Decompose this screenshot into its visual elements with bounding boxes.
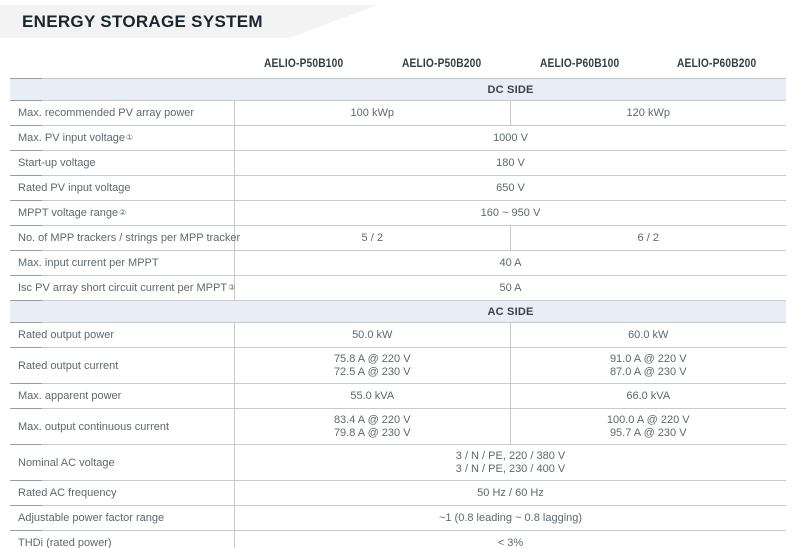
spec-row: MPPT voltage range ② 160 ~ 950 V bbox=[10, 200, 786, 225]
column-header-label: AELIO-P50B200 bbox=[401, 56, 482, 70]
value-cell: 100.0 A @ 220 V 95.7 A @ 230 V bbox=[511, 409, 787, 444]
row-label: Max. output continuous current bbox=[10, 409, 235, 444]
value-cell: 100 kWp bbox=[235, 101, 511, 125]
spec-table: AELIO-P50B100 AELIO-P50B200 AELIO-P60B100 A… bbox=[10, 38, 786, 548]
value-line: 100.0 A @ 220 V bbox=[606, 413, 690, 426]
value-cell: 40 A bbox=[235, 251, 786, 275]
value-cell: 91.0 A @ 220 V 87.0 A @ 230 V bbox=[511, 348, 787, 383]
value-cell: 83.4 A @ 220 V 79.8 A @ 230 V bbox=[235, 409, 511, 444]
spec-row: Max. recommended PV array power 100 kWp 12… bbox=[10, 100, 786, 125]
page-title: ENERGY STORAGE SYSTEM bbox=[22, 11, 263, 31]
value-line: 75.8 A @ 220 V bbox=[333, 352, 411, 365]
row-label: Rated PV input voltage bbox=[10, 176, 235, 200]
value-line: 55.0 kVA bbox=[350, 389, 395, 402]
column-header: AELIO-P50B100 bbox=[235, 56, 373, 70]
spec-row: Rated output current 75.8 A @ 220 V 72.5 A… bbox=[10, 347, 786, 383]
value-line: 91.0 A @ 220 V bbox=[609, 352, 687, 365]
row-label: Max. PV input voltage ① bbox=[10, 126, 235, 150]
column-header: AELIO-P50B200 bbox=[373, 56, 511, 70]
section-title: AC SIDE bbox=[487, 305, 534, 318]
value-cell: 1000 V bbox=[235, 126, 786, 150]
column-header-label: AELIO-P50B100 bbox=[264, 56, 344, 70]
value-line: 120 kWp bbox=[626, 106, 670, 119]
spec-row: No. of MPP trackers / strings per MPP tr… bbox=[10, 225, 786, 250]
row-label: MPPT voltage range ② bbox=[10, 201, 235, 225]
value-line: 5 / 2 bbox=[361, 231, 383, 244]
value-line: 87.0 A @ 230 V bbox=[609, 365, 687, 378]
value-cell: ~1 (0.8 leading ~ 0.8 lagging) bbox=[235, 506, 786, 530]
value-cell: 650 V bbox=[235, 176, 786, 200]
value-line: 50 A bbox=[499, 281, 522, 294]
column-header: AELIO-P60B100 bbox=[511, 56, 649, 70]
spec-row: Max. output continuous current 83.4 A @ 2… bbox=[10, 408, 786, 444]
spec-row: Rated AC frequency 50 Hz / 60 Hz bbox=[10, 480, 786, 505]
row-label: Rated output current bbox=[10, 348, 235, 383]
value-line: 50.0 kW bbox=[352, 328, 393, 341]
spec-row: Nominal AC voltage 3 / N / PE, 220 / 380 … bbox=[10, 444, 786, 480]
value-cell: 55.0 kVA bbox=[235, 384, 511, 408]
value-cell: 120 kWp bbox=[511, 101, 787, 125]
value-line: 650 V bbox=[496, 181, 525, 194]
value-cell: 5 / 2 bbox=[235, 226, 511, 250]
value-cell: < 3% bbox=[235, 531, 786, 548]
row-label: Start-up voltage bbox=[10, 151, 235, 175]
spec-row: Start-up voltage 180 V bbox=[10, 150, 786, 175]
value-line: 3 / N / PE, 230 / 400 V bbox=[455, 462, 566, 475]
value-cell: 6 / 2 bbox=[511, 226, 787, 250]
value-cell: 50 Hz / 60 Hz bbox=[235, 481, 786, 505]
row-label: Max. apparent power bbox=[10, 384, 235, 408]
value-cell: 50 A bbox=[235, 276, 786, 300]
value-line: ~1 (0.8 leading ~ 0.8 lagging) bbox=[438, 511, 583, 524]
value-line: 3 / N / PE, 220 / 380 V bbox=[455, 449, 566, 462]
value-line: 83.4 A @ 220 V bbox=[333, 413, 411, 426]
row-label: THDi (rated power) bbox=[10, 531, 235, 548]
row-label: Rated AC frequency bbox=[10, 481, 235, 505]
value-line: 60.0 kW bbox=[628, 328, 669, 341]
value-line: 100 kWp bbox=[350, 106, 394, 119]
value-line: 72.5 A @ 230 V bbox=[333, 365, 411, 378]
row-label: Max. recommended PV array power bbox=[10, 101, 235, 125]
row-label: Adjustable power factor range bbox=[10, 506, 235, 530]
spec-row: THDi (rated power) < 3% bbox=[10, 530, 786, 548]
value-line: 66.0 kVA bbox=[626, 389, 671, 402]
spec-row: Adjustable power factor range ~1 (0.8 lea… bbox=[10, 505, 786, 530]
value-line: 95.7 A @ 230 V bbox=[609, 426, 687, 439]
value-line: < 3% bbox=[497, 536, 524, 548]
spec-table-body: DC SIDE Max. recommended PV array power 10… bbox=[10, 78, 786, 548]
value-cell: 60.0 kW bbox=[511, 323, 787, 347]
spec-row: Rated PV input voltage 650 V bbox=[10, 175, 786, 200]
spec-row: Max. apparent power 55.0 kVA 66.0 kVA bbox=[10, 383, 786, 408]
value-line: 180 V bbox=[496, 156, 525, 169]
spec-row: Isc PV array short circuit current per M… bbox=[10, 275, 786, 300]
value-cell: 75.8 A @ 220 V 72.5 A @ 230 V bbox=[235, 348, 511, 383]
value-line: 79.8 A @ 230 V bbox=[333, 426, 411, 439]
spec-row: Max. input current per MPPT 40 A bbox=[10, 250, 786, 275]
row-label: No. of MPP trackers / strings per MPP tr… bbox=[10, 226, 240, 250]
row-label: Rated output power bbox=[10, 323, 235, 347]
value-line: 160 ~ 950 V bbox=[480, 206, 541, 219]
row-label: Nominal AC voltage bbox=[10, 445, 235, 480]
value-cell: 160 ~ 950 V bbox=[235, 201, 786, 225]
value-line: 50 Hz / 60 Hz bbox=[477, 486, 544, 499]
column-header-label: AELIO-P60B200 bbox=[677, 56, 757, 70]
spec-row: Max. PV input voltage ① 1000 V bbox=[10, 125, 786, 150]
row-label: Max. input current per MPPT bbox=[10, 251, 235, 275]
column-header: AELIO-P60B200 bbox=[648, 56, 786, 70]
product-column-headers: AELIO-P50B100 AELIO-P50B200 AELIO-P60B100 A… bbox=[10, 38, 786, 78]
value-line: 1000 V bbox=[493, 131, 528, 144]
row-label: Isc PV array short circuit current per M… bbox=[10, 276, 235, 300]
value-cell: 180 V bbox=[235, 151, 786, 175]
title-banner: ENERGY STORAGE SYSTEM bbox=[0, 5, 378, 38]
column-header-label: AELIO-P60B100 bbox=[539, 56, 620, 70]
spec-row: Rated output power 50.0 kW 60.0 kW bbox=[10, 322, 786, 347]
value-cell: 50.0 kW bbox=[235, 323, 511, 347]
value-line: 40 A bbox=[499, 256, 522, 269]
section-title: DC SIDE bbox=[487, 83, 534, 96]
section-header: DC SIDE bbox=[10, 78, 786, 100]
value-line: 6 / 2 bbox=[637, 231, 659, 244]
section-header: AC SIDE bbox=[10, 300, 786, 322]
value-cell: 66.0 kVA bbox=[511, 384, 787, 408]
